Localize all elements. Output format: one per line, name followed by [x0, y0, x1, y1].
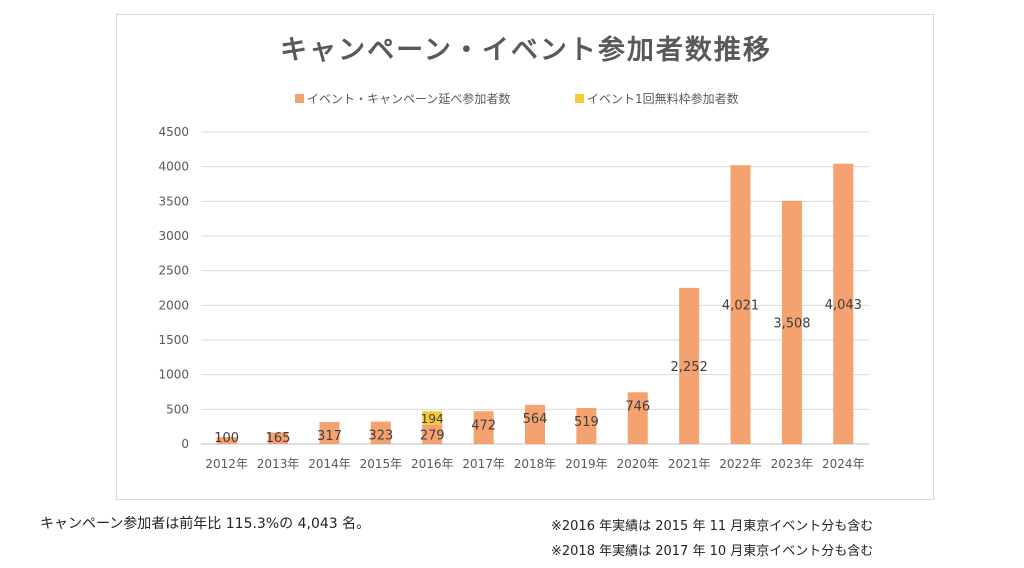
y-tick-label: 0: [181, 437, 189, 451]
bar-main: [268, 432, 289, 444]
data-label-main: 4,021: [722, 299, 759, 314]
bar-main: [216, 437, 237, 444]
x-tick-label: 2015年: [360, 457, 403, 471]
data-labels: 100 165 317 323 194 279 472 564 519 746 2,252 4,021…: [214, 298, 862, 446]
legend-label-main: イベント・キャンペーン延べ参加者数: [307, 91, 510, 106]
x-tick-label: 2014年: [308, 457, 351, 471]
y-tick-label: 3000: [158, 229, 189, 243]
x-axis: 2012年 2013年 2014年 2015年 2016年 2017年 2018年 2019年…: [205, 457, 864, 471]
chart-frame: キャンペーン・イベント参加者数推移 イベント・キャンペーン延べ参加者数 イベント…: [116, 14, 934, 500]
bar-main: [422, 424, 443, 444]
x-tick-label: 2024年: [822, 457, 865, 471]
x-tick-label: 2021年: [668, 457, 711, 471]
y-tick-label: 1000: [158, 368, 189, 382]
x-tick-label: 2013年: [257, 457, 300, 471]
note-2016: ※2016 年実績は 2015 年 11 月東京イベント分も含む: [551, 519, 874, 534]
x-tick-label: 2023年: [771, 457, 814, 471]
x-tick-label: 2018年: [514, 457, 557, 471]
legend-label-free: イベント1回無料枠参加者数: [587, 91, 739, 106]
bar-main: [319, 422, 340, 444]
legend-swatch-main: [295, 94, 304, 103]
y-axis: 0 500 1000 1500 2000 2500 3000 3500 4000 4500: [158, 125, 189, 451]
data-label-main: 3,508: [773, 316, 810, 331]
data-label-main: 564: [523, 412, 548, 427]
x-tick-label: 2017年: [462, 457, 505, 471]
bar-main: [473, 411, 494, 444]
data-label-main: 100: [214, 431, 239, 446]
gridlines: [201, 131, 869, 445]
data-label-main: 519: [574, 415, 599, 430]
bar-main: [627, 392, 648, 444]
summary-text: キャンペーン参加者は前年比 115.3%の 4,043 名。: [40, 516, 371, 532]
data-label-main: 279: [420, 428, 445, 443]
data-label-free: 194: [421, 412, 444, 426]
y-tick-label: 2500: [158, 264, 189, 278]
bar-main: [833, 163, 854, 444]
x-tick-label: 2020年: [616, 457, 659, 471]
bar-main: [730, 165, 751, 444]
legend-swatch-free: [575, 94, 584, 103]
data-label-main: 4,043: [825, 298, 862, 313]
x-tick-label: 2019年: [565, 457, 608, 471]
x-tick-label: 2016年: [411, 457, 454, 471]
note-2018: ※2018 年実績は 2017 年 10 月東京イベント分も含む: [551, 544, 874, 559]
bar-free: [422, 411, 443, 425]
bar-main: [576, 408, 597, 444]
y-tick-label: 1500: [158, 333, 189, 347]
y-tick-label: 3500: [158, 194, 189, 208]
bar-main: [370, 421, 391, 444]
legend: イベント・キャンペーン延べ参加者数 イベント1回無料枠参加者数: [295, 91, 739, 106]
x-tick-label: 2012年: [205, 457, 248, 471]
data-label-main: 2,252: [671, 360, 708, 375]
chart-title: キャンペーン・イベント参加者数推移: [280, 34, 772, 66]
y-tick-label: 4500: [158, 125, 189, 139]
x-tick-label: 2022年: [719, 457, 762, 471]
data-label-main: 323: [368, 429, 393, 444]
data-label-main: 317: [317, 429, 342, 444]
data-label-main: 472: [471, 418, 496, 433]
data-label-main: 746: [625, 399, 650, 414]
bar-chart: キャンペーン・イベント参加者数推移 イベント・キャンペーン延べ参加者数 イベント…: [158, 34, 869, 471]
y-tick-label: 4000: [158, 160, 189, 174]
bars: [216, 163, 854, 444]
bar-main: [679, 287, 700, 444]
y-tick-label: 2000: [158, 298, 189, 312]
bar-main: [781, 200, 802, 444]
bar-main: [525, 404, 545, 444]
y-tick-label: 500: [166, 402, 189, 416]
data-label-main: 165: [266, 431, 291, 446]
